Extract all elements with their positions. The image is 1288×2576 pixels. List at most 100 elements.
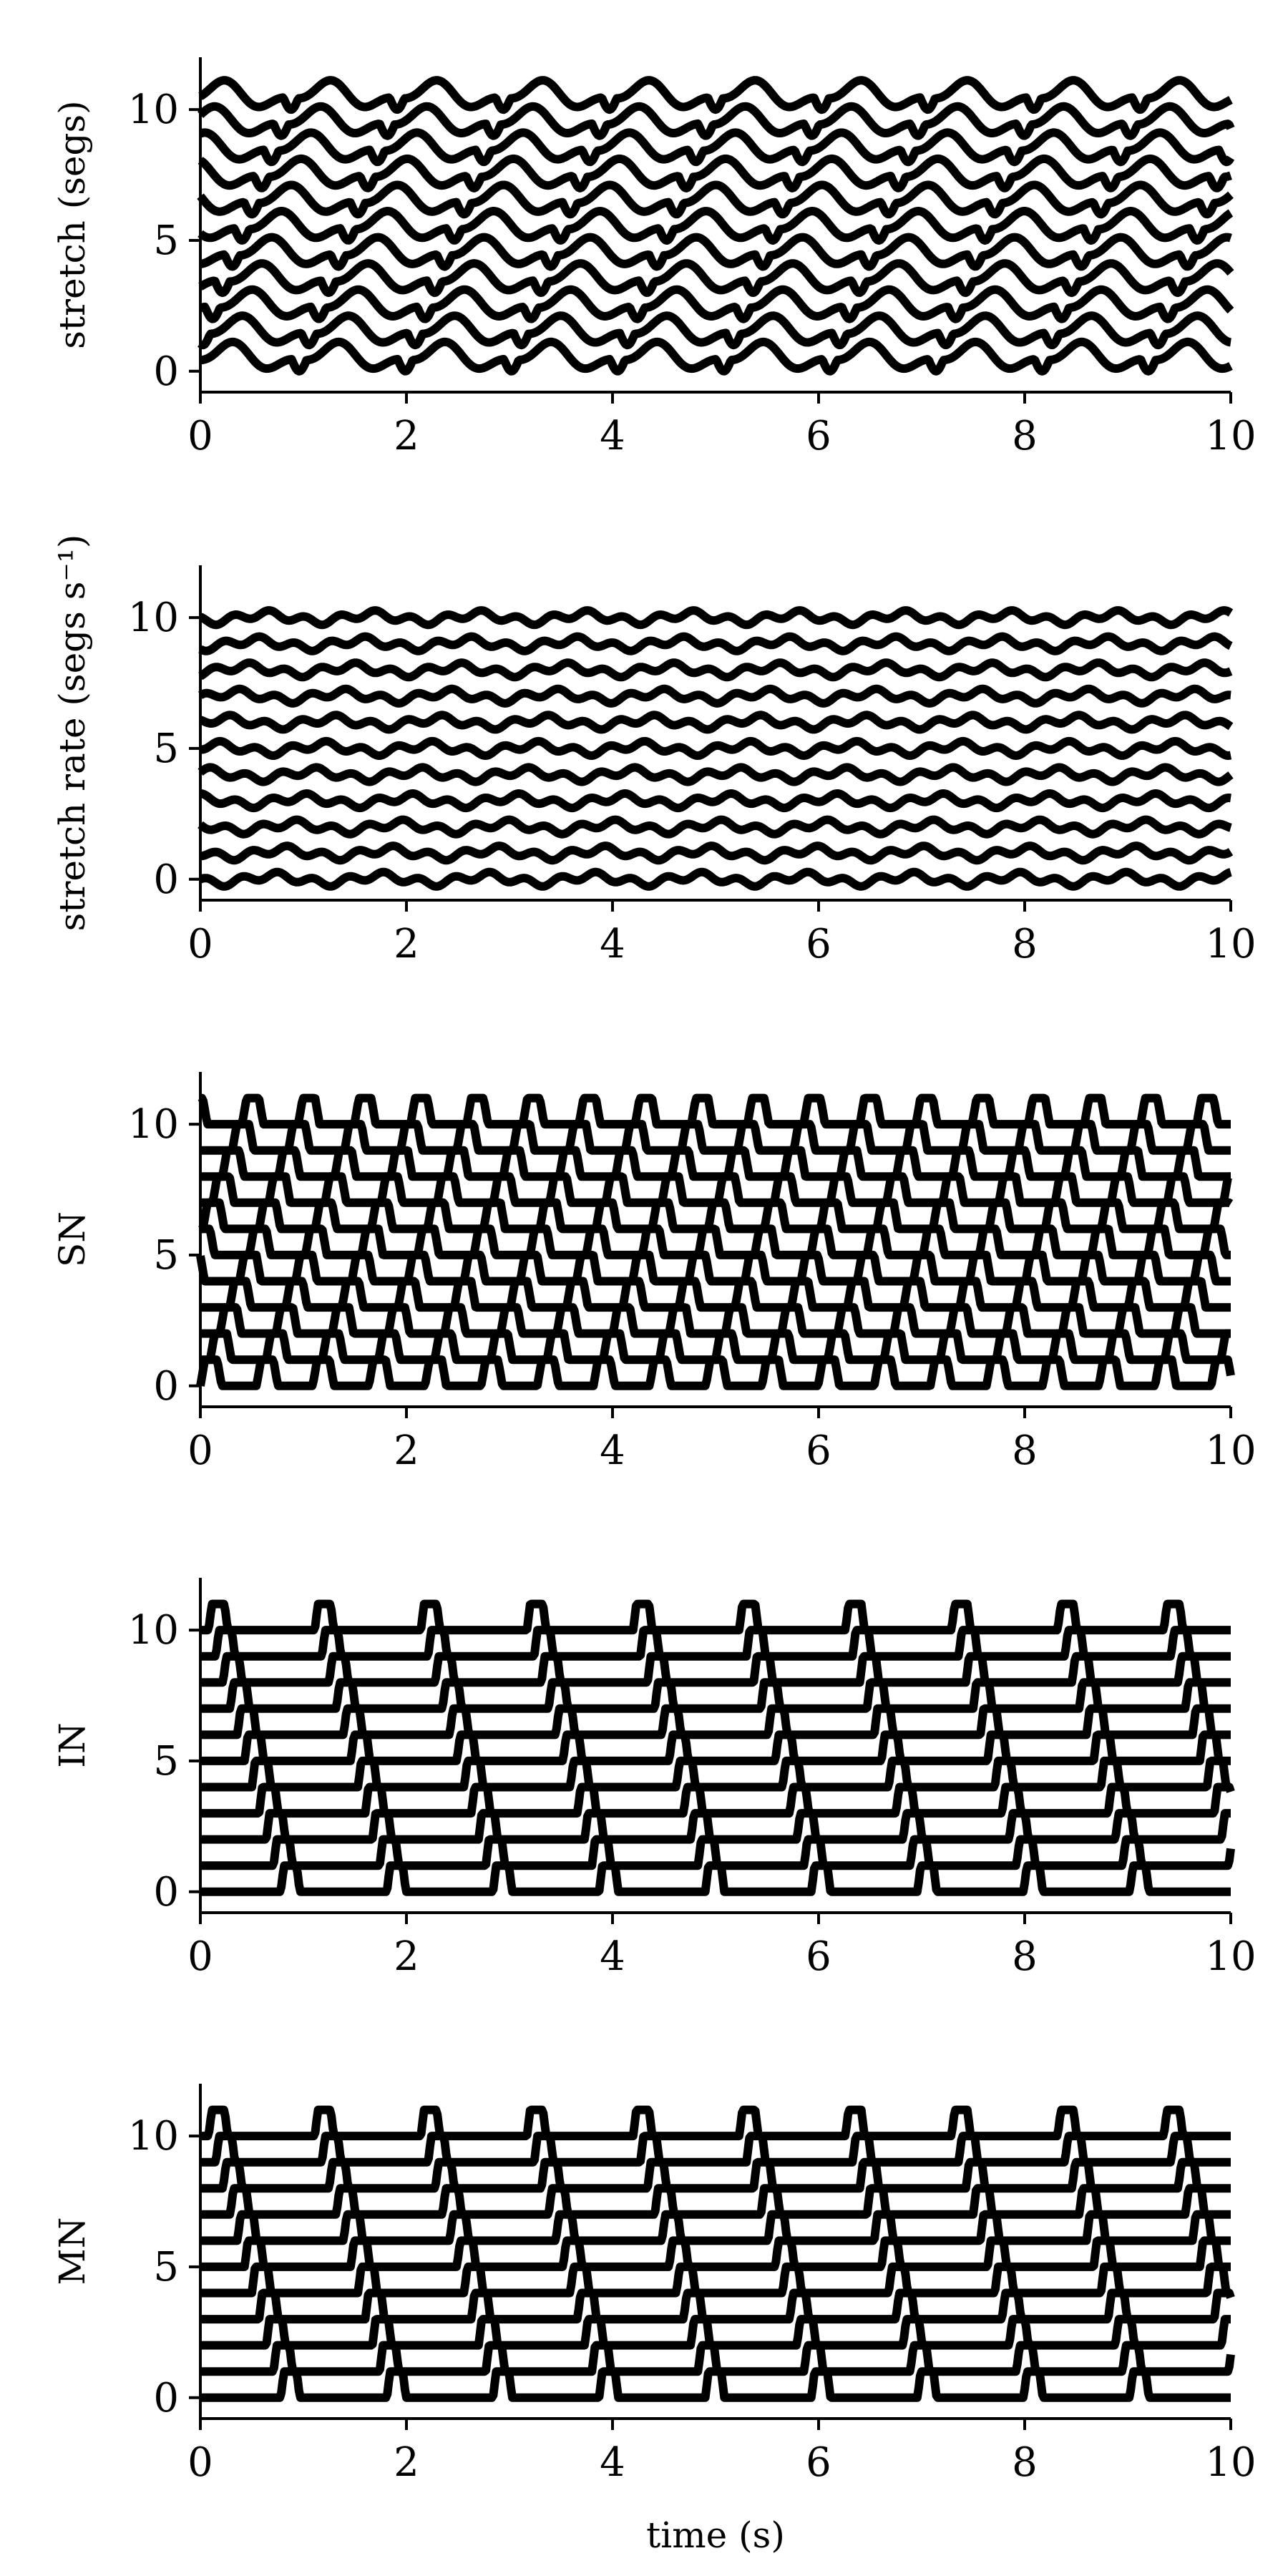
sn-trace-3 [197,1277,1234,1312]
in-trace-6 [197,1704,1234,1740]
stretch-trace-0 [197,337,1234,376]
x-tick-label: 0 [187,2439,213,2486]
x-tick-label: 2 [394,921,419,967]
mn-trace-1 [197,2341,1235,2376]
stretch_rate-trace-10 [197,606,1234,630]
x-tick-label: 8 [1012,2439,1038,2486]
stretch-trace-2 [197,285,1234,323]
stretch_rate-trace-9 [197,632,1234,655]
y-axis-label: SN [52,1211,93,1267]
x-tick-label: 10 [1205,1428,1256,1474]
y-axis-label: stretch (segs) [52,100,93,348]
mn-trace-10 [197,2105,1234,2141]
y-tick-label: 0 [153,1363,179,1410]
stretch_rate-trace-1 [197,841,1234,865]
in-trace-5 [197,1730,1234,1765]
sn-trace-8 [197,1146,1234,1181]
y-tick-label: 10 [128,1607,179,1654]
stretch-trace-7 [197,154,1234,192]
y-axis-label: MN [52,2218,93,2285]
stretch_rate-trace-5 [197,736,1234,760]
stretch_rate-trace-0 [197,867,1234,891]
y-tick-label: 10 [128,595,179,641]
x-tick-label: 10 [1205,413,1256,459]
y-tick-label: 5 [153,218,179,264]
panel-sn: 0 2 4 6 8 10 0 5 10 SN [52,1072,1257,1474]
x-tick-label: 2 [394,2439,419,2486]
panel-mn: 0 2 4 6 8 10 0 5 10 MN time (s) [52,2084,1257,2556]
x-tick-label: 6 [806,413,831,459]
y-tick-label: 0 [153,1869,179,1916]
stretch-trace-8 [197,128,1235,167]
x-tick-label: 8 [1012,413,1038,459]
x-tick-label: 0 [187,1428,213,1474]
x-tick-label: 4 [600,413,625,459]
in-trace-3 [197,1782,1235,1818]
in-trace-1 [197,1835,1235,1870]
stretch_rate-trace-8 [197,658,1234,682]
in-trace-9 [197,1626,1234,1661]
mn-trace-3 [197,2288,1235,2324]
stretch-trace-9 [197,102,1235,140]
stretch_rate-trace-7 [197,684,1234,708]
panel-stretch_rate: 0 2 4 6 8 10 0 5 10 stretch rate (segs s⁻¹) [52,535,1257,967]
y-tick-label: 0 [153,2375,179,2421]
y-tick-label: 5 [153,1232,179,1279]
y-axis-label: stretch rate (segs s⁻¹) [52,535,93,932]
mn-trace-8 [197,2157,1234,2193]
y-tick-label: 5 [153,2244,179,2290]
mn-trace-7 [197,2184,1234,2219]
x-tick-label: 2 [394,1933,419,1980]
y-tick-label: 0 [153,348,179,395]
mn-trace-2 [197,2315,1234,2350]
stretch-trace-5 [197,207,1234,245]
x-tick-label: 10 [1205,1933,1256,1980]
in-trace-2 [197,1809,1234,1844]
mn-trace-6 [197,2210,1234,2245]
x-tick-label: 0 [187,413,213,459]
panel-stretch: 0 2 4 6 8 10 0 5 10 stretch (segs) [52,57,1257,459]
in-trace-10 [197,1599,1234,1635]
x-tick-label: 0 [187,921,213,967]
y-tick-label: 5 [153,726,179,772]
y-tick-label: 10 [128,1101,179,1148]
x-tick-label: 10 [1205,921,1256,967]
y-axis-label: IN [52,1722,93,1768]
stretch_rate-trace-3 [197,789,1234,813]
y-tick-label: 5 [153,1738,179,1785]
x-axis-label: time (s) [646,2514,785,2556]
in-trace-7 [197,1678,1234,1713]
stretch-trace-3 [197,259,1234,298]
x-tick-label: 6 [806,1428,831,1474]
panel-in: 0 2 4 6 8 10 0 5 10 IN [52,1578,1257,1980]
x-tick-label: 8 [1012,1428,1038,1474]
x-tick-label: 6 [806,2439,831,2486]
sn-trace-10 [197,1093,1234,1129]
stretch-trace-4 [197,233,1234,271]
stretch-trace-10 [197,76,1234,114]
x-tick-label: 6 [806,921,831,967]
stretch_rate-trace-4 [197,763,1234,786]
x-tick-label: 4 [600,1933,625,1980]
sn-trace-9 [197,1120,1234,1155]
x-tick-label: 4 [600,1428,625,1474]
stretch-trace-6 [197,180,1234,219]
x-tick-label: 8 [1012,921,1038,967]
x-tick-label: 6 [806,1933,831,1980]
x-tick-label: 4 [600,2439,625,2486]
y-tick-label: 10 [128,2113,179,2160]
sn-trace-4 [196,1250,1234,1286]
stretch-trace-1 [197,311,1234,350]
stretch_rate-trace-2 [197,815,1234,839]
x-tick-label: 2 [394,1428,419,1474]
mn-trace-9 [197,2132,1234,2167]
in-trace-8 [197,1652,1234,1687]
stretch_rate-trace-6 [197,711,1234,734]
y-tick-label: 0 [153,857,179,903]
x-tick-label: 2 [394,413,419,459]
x-tick-label: 8 [1012,1933,1038,1980]
x-tick-label: 10 [1205,2439,1256,2486]
x-tick-label: 0 [187,1933,213,1980]
x-tick-label: 4 [600,921,625,967]
